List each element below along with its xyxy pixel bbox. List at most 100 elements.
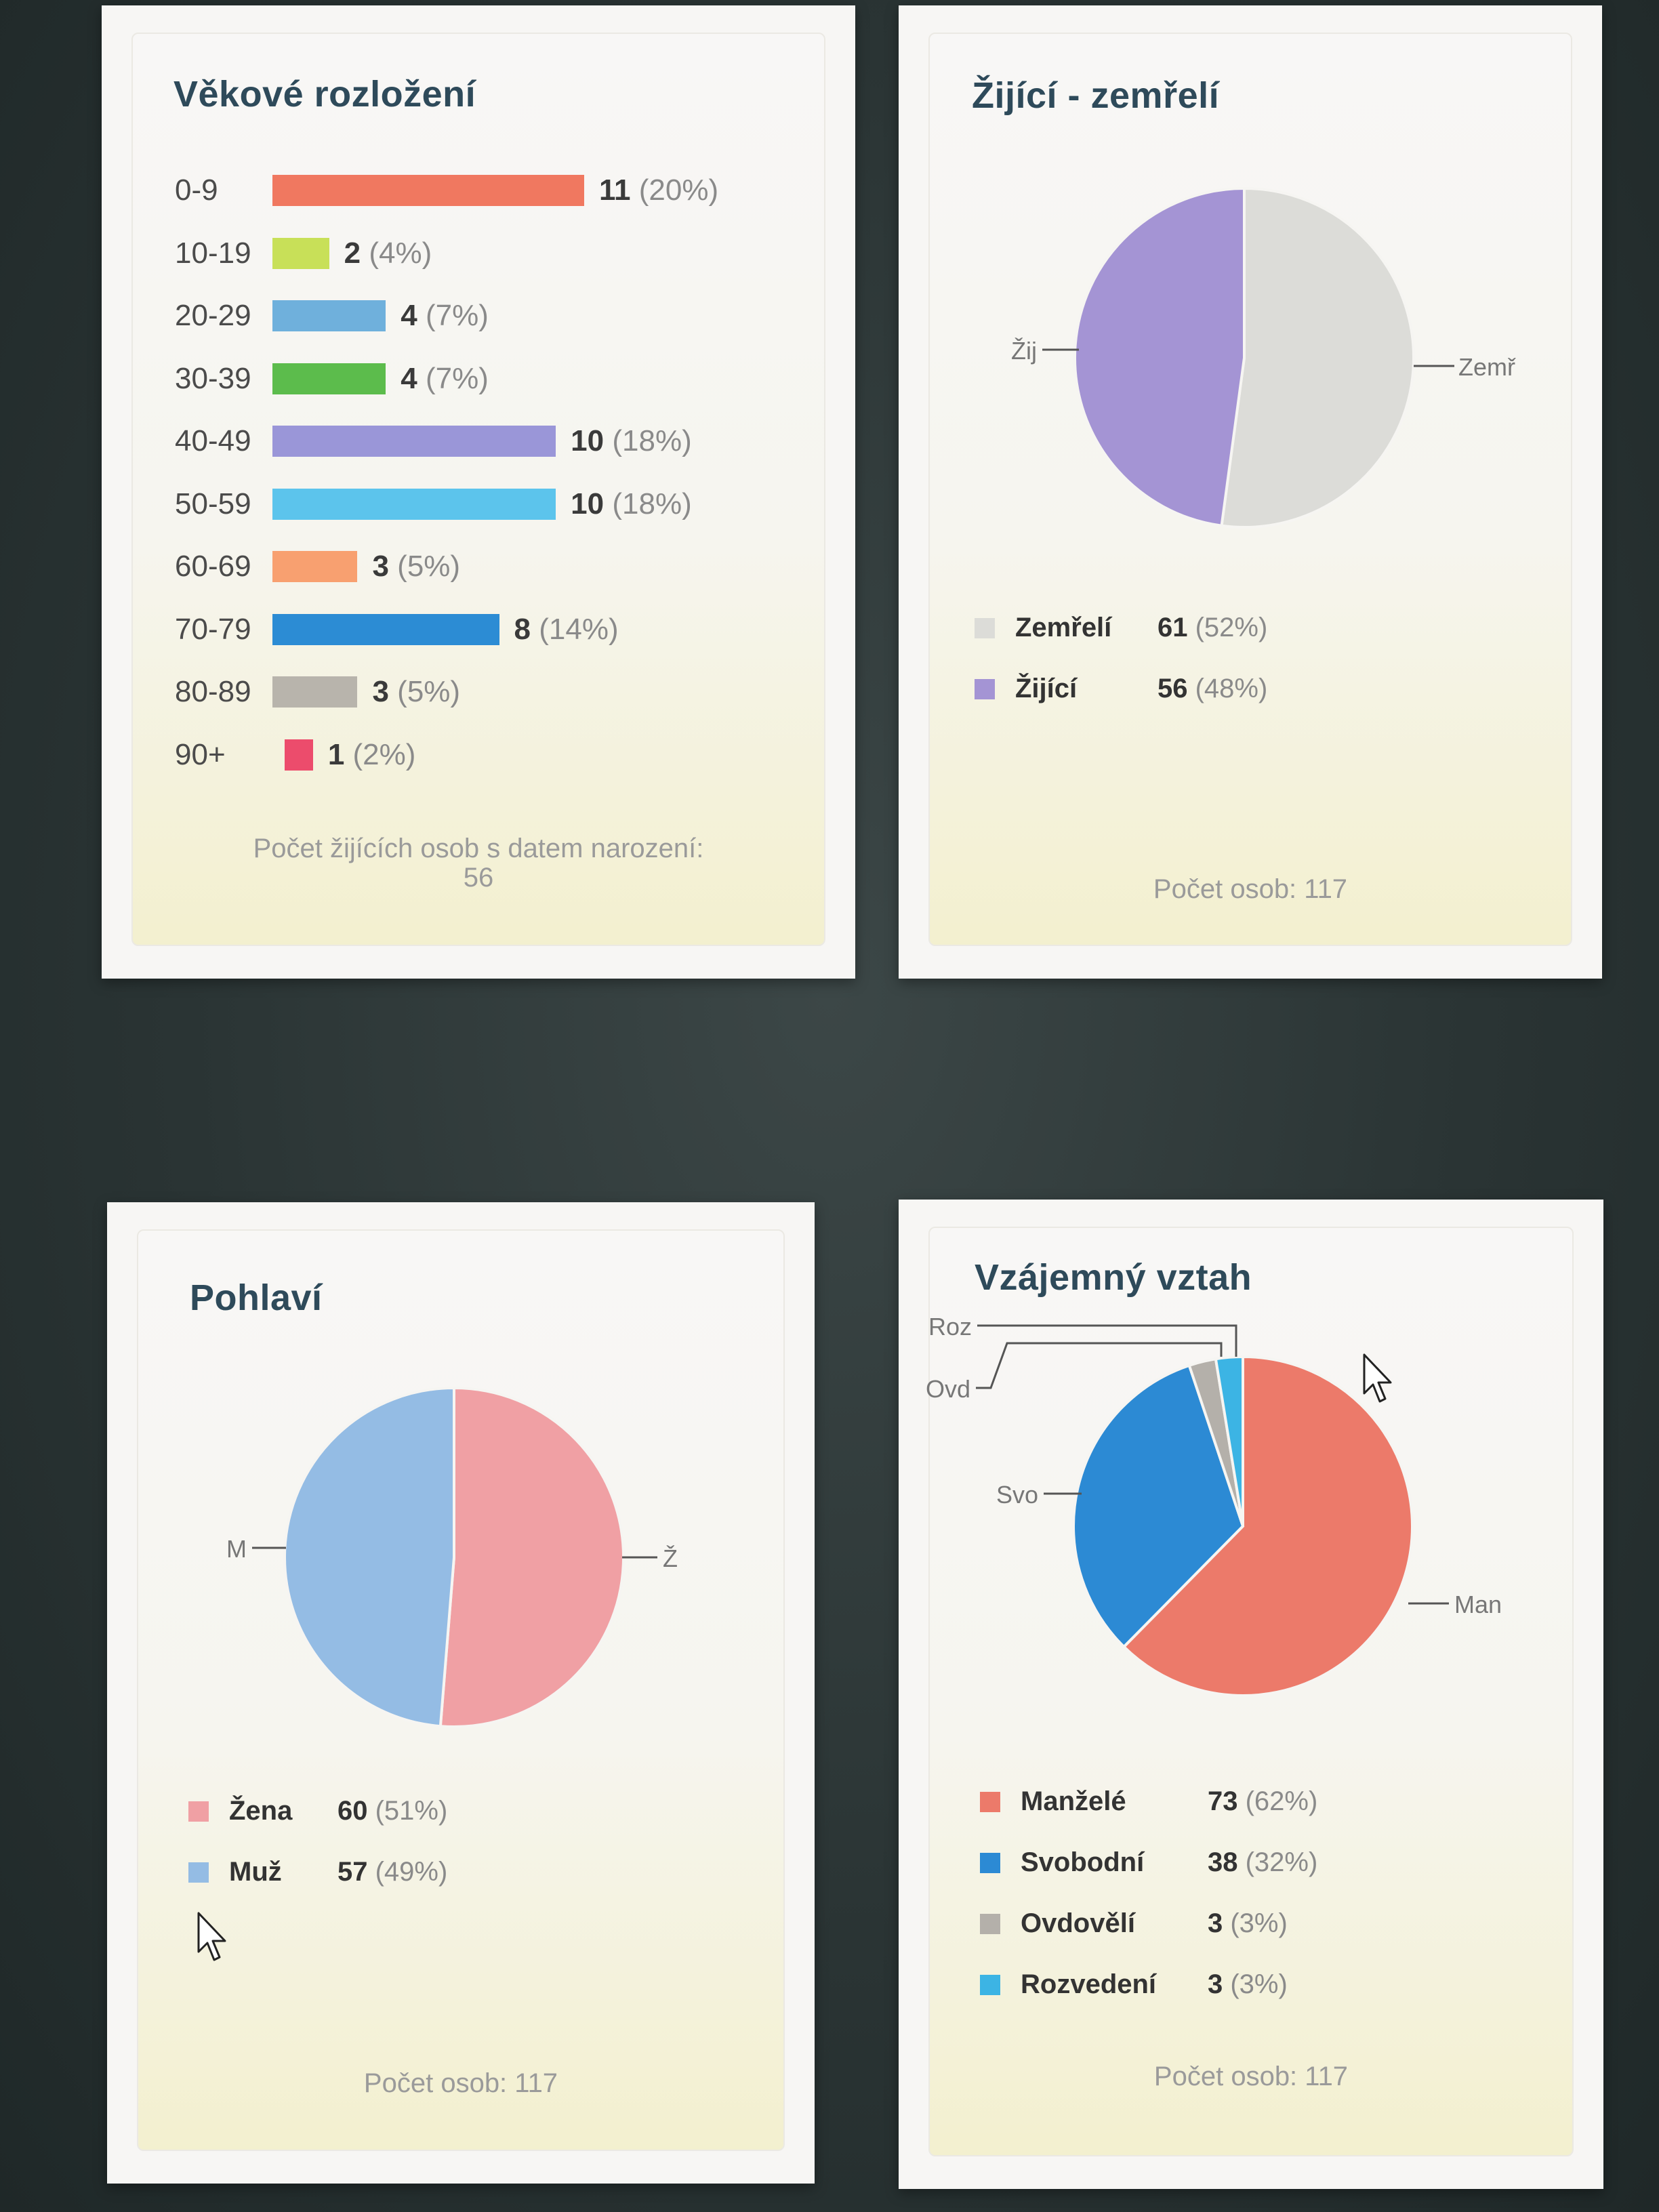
alive-dead-card: Žijící - zemřelí Zemř Žij Zemřelí 61 (52%)… <box>899 5 1602 979</box>
age-distribution-card: Věkové rozložení 0-9 11 (20%) 10-19 2 (4%) 2… <box>102 5 855 979</box>
pie-slice-label: Ovd <box>926 1375 970 1403</box>
age-bar-row: 80-89 3 (5%) <box>102 674 855 710</box>
legend-swatch <box>188 1862 209 1883</box>
legend-count: 3 (3%) <box>1208 1908 1288 1938</box>
age-bar <box>272 237 329 269</box>
age-category-label: 50-59 <box>175 487 251 520</box>
legend-label: Manželé <box>1021 1786 1126 1816</box>
age-bar-value-label: 11 (20%) <box>599 173 719 207</box>
gender-footer: Počet osob: 117 <box>363 2068 558 2098</box>
legend-swatch <box>980 1914 1000 1934</box>
age-bar <box>272 426 556 457</box>
legend-swatch <box>980 1792 1000 1812</box>
age-bar <box>272 488 556 520</box>
card-title: Pohlaví <box>190 1277 323 1318</box>
pie-slice <box>1214 1355 1244 1527</box>
legend-swatch <box>975 679 995 699</box>
age-bar-row: 50-59 10 (18%) <box>102 486 855 523</box>
age-bar-value-label: 8 (14%) <box>514 612 619 646</box>
relationship-pie-chart: Man Svo Ovd Roz <box>926 1313 1502 1697</box>
pie-slice-label: Zemř <box>1458 353 1516 381</box>
age-bar-row: 30-39 4 (7%) <box>102 361 855 397</box>
legend-swatch <box>188 1801 209 1822</box>
card-title: Vzájemný vztah <box>975 1257 1252 1298</box>
age-bar-value-label: 1 (2%) <box>327 737 416 771</box>
legend-count: 56 (48%) <box>1158 674 1268 703</box>
age-bar-value-label: 2 (4%) <box>344 236 432 270</box>
pie-slice-label: M <box>226 1535 247 1563</box>
footer-label: Počet žijících osob s datem narození: <box>253 834 704 863</box>
card-title: Žijící - zemřelí <box>972 75 1220 116</box>
age-category-label: 70-79 <box>175 612 251 646</box>
legend-count: 38 (32%) <box>1208 1847 1318 1877</box>
pie-slice <box>283 1386 455 1728</box>
legend-label: Rozvedení <box>1021 1969 1157 1999</box>
age-bar-value-label: 10 (18%) <box>571 424 692 457</box>
pie-slice-label: Svo <box>996 1481 1038 1509</box>
age-bar-value-label: 3 (5%) <box>372 550 461 583</box>
age-bar <box>272 175 584 206</box>
age-bar-row: 20-29 4 (7%) <box>102 298 855 334</box>
age-category-label: 90+ <box>175 737 226 771</box>
pie-slice <box>1220 186 1415 529</box>
age-bar <box>272 300 386 331</box>
pie-slice <box>1072 1364 1245 1649</box>
age-category-label: 60-69 <box>175 550 251 583</box>
legend-label: Zemřelí <box>1015 613 1112 642</box>
pie-slice-label: Man <box>1454 1591 1502 1618</box>
legend-swatch <box>980 1975 1000 1995</box>
age-bar-row: 70-79 8 (14%) <box>102 611 855 648</box>
age-bar-value-label: 4 (7%) <box>401 361 489 395</box>
pie-slice-label: Roz <box>928 1313 972 1340</box>
legend-count: 3 (3%) <box>1208 1969 1288 1999</box>
legend-label: Žijící <box>1015 674 1078 703</box>
legend-label: Muž <box>229 1857 282 1887</box>
mouse-cursor-icon <box>1363 1353 1392 1403</box>
alive-dead-pie-chart: Zemř Žij <box>1011 186 1516 529</box>
age-bar <box>272 551 358 582</box>
legend-swatch <box>975 618 995 638</box>
legend-count: 57 (49%) <box>337 1857 448 1887</box>
legend-count: 61 (52%) <box>1158 613 1268 642</box>
age-bar-value-label: 10 (18%) <box>571 487 692 520</box>
relation-footer: Počet osob: 117 <box>1153 2062 1349 2091</box>
legend-count: 60 (51%) <box>337 1796 448 1826</box>
age-bar-row: 60-69 3 (5%) <box>102 548 855 585</box>
legend-label: Svobodní <box>1021 1847 1145 1877</box>
alive-footer: Počet osob: 117 <box>1153 874 1348 904</box>
age-bar-row: 10-19 2 (4%) <box>102 235 855 272</box>
age-bar-row: 90+ 1 (2%) <box>102 737 855 773</box>
pie-slice-label: Ž <box>663 1544 678 1572</box>
age-category-label: 0-9 <box>175 173 218 207</box>
age-footer: Počet žijících osob s datem narození: 56 <box>102 834 855 893</box>
card-title: Věkové rozložení <box>173 74 476 115</box>
legend-count: 73 (62%) <box>1208 1786 1318 1816</box>
pie-slice <box>1073 186 1246 528</box>
pie-label-leader-line <box>976 1342 1223 1389</box>
age-bar-row: 40-49 10 (18%) <box>102 423 855 459</box>
age-bar-value-label: 3 (5%) <box>372 675 461 708</box>
age-bar <box>272 363 386 394</box>
age-bar-row: 0-9 11 (20%) <box>102 172 855 209</box>
pie-slice <box>1122 1355 1414 1697</box>
pie-slice <box>438 1386 625 1728</box>
relationship-card: Vzájemný vztah Man Svo Ovd Roz Manželé 73 (6… <box>899 1200 1603 2189</box>
age-bar <box>272 613 499 645</box>
gender-pie-chart: ŽM <box>226 1386 678 1728</box>
age-bar <box>285 739 313 771</box>
age-bar <box>272 676 358 708</box>
legend-label: Ovdovělí <box>1021 1908 1135 1938</box>
age-category-label: 40-49 <box>175 424 251 457</box>
age-bar-value-label: 4 (7%) <box>401 299 489 332</box>
mouse-cursor-icon <box>197 1912 226 1961</box>
age-category-label: 20-29 <box>175 299 251 332</box>
age-category-label: 80-89 <box>175 675 251 708</box>
pie-label-leader-line <box>977 1324 1237 1357</box>
legend-swatch <box>980 1853 1000 1873</box>
age-category-label: 10-19 <box>175 236 251 270</box>
pie-slice-label: Žij <box>1011 337 1037 365</box>
legend-label: Žena <box>229 1796 293 1826</box>
age-category-label: 30-39 <box>175 361 251 395</box>
footer-value: 56 <box>463 863 494 893</box>
